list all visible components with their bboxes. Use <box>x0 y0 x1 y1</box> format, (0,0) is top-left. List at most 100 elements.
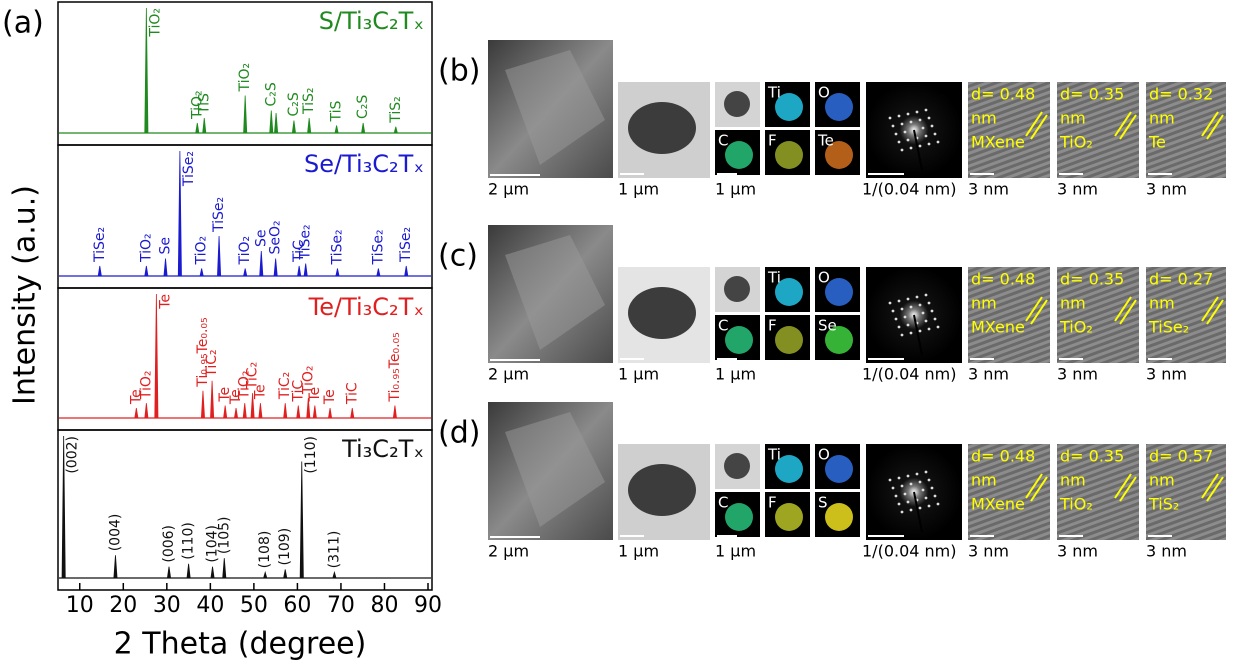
peak-label: TiSe₂ <box>211 197 227 233</box>
peak-label: TiSe₂ <box>298 224 314 260</box>
peak-label: Te <box>252 384 268 400</box>
saed-spot <box>892 125 895 128</box>
peak <box>313 406 316 418</box>
peak-label: TiO₂ <box>237 236 253 266</box>
element-label: Ti <box>767 84 781 102</box>
element-label: Se <box>818 317 837 335</box>
phase-label: TiO₂ <box>1059 495 1093 514</box>
saed-spot <box>898 300 901 303</box>
element-label: S <box>818 494 828 512</box>
element-label: O <box>818 446 830 464</box>
saed-spot <box>907 113 910 116</box>
peak <box>377 269 380 277</box>
tem-flake <box>628 287 696 339</box>
peak-label: (109) <box>277 528 293 566</box>
scale-bar-label: 3 nm <box>1057 180 1098 199</box>
saed-spot <box>904 493 907 496</box>
phase-label: Te <box>1148 133 1166 152</box>
peak-label: TiO₂ <box>194 236 210 266</box>
scale-bar-label: 3 nm <box>1146 365 1187 384</box>
peak <box>274 259 277 277</box>
peak <box>145 266 148 276</box>
saed-spot <box>910 332 913 335</box>
peak-label: TiSe₂ <box>398 227 414 263</box>
peak <box>217 236 220 276</box>
saed-spot <box>892 487 895 490</box>
d-spacing: d= 0.27 <box>1149 270 1213 289</box>
saed-spot <box>910 306 913 309</box>
peak <box>243 403 246 418</box>
peak <box>260 251 263 276</box>
tem-flake <box>628 102 696 154</box>
d-unit: nm <box>1149 471 1175 490</box>
saed-spot <box>928 505 931 508</box>
saed-spot <box>910 147 913 150</box>
saed-spot <box>928 302 931 305</box>
saed-spot <box>901 308 904 311</box>
phase-label: MXene <box>971 495 1025 514</box>
peak-label: C₂S <box>355 95 371 119</box>
phase-label: TiO₂ <box>1059 133 1093 152</box>
saed-spot <box>895 495 898 498</box>
series-name: Te/Ti₃C₂Tₓ <box>308 293 424 321</box>
map-signal <box>775 503 803 531</box>
scale-bar-label: 1/(0.04 nm) <box>862 542 957 561</box>
peak-label: Se <box>158 237 174 255</box>
series-name: Se/Ti₃C₂Tₓ <box>304 150 424 178</box>
saed-spot <box>916 473 919 476</box>
element-label: Ti <box>767 269 781 287</box>
saed-spot <box>901 511 904 514</box>
peak <box>308 118 311 133</box>
x-tick-label: 90 <box>414 593 442 618</box>
saed-spot <box>901 149 904 152</box>
peak-label: TiSe₂ <box>329 229 345 265</box>
scale-bar-label: 1 µm <box>618 180 659 199</box>
map-signal <box>725 503 753 531</box>
saed-spot <box>901 123 904 126</box>
saed-spot <box>925 320 928 323</box>
element-label: Ti <box>767 446 781 464</box>
peak <box>328 408 331 418</box>
peak <box>270 111 273 134</box>
peak <box>200 269 203 277</box>
saed-spot <box>907 298 910 301</box>
scale-bar-label: 3 nm <box>1146 542 1187 561</box>
scale-bar-label: 1 µm <box>618 365 659 384</box>
peak <box>234 408 237 418</box>
peak-label: SeO₂ <box>268 220 284 254</box>
d-unit: nm <box>1149 294 1175 313</box>
peak <box>335 126 338 134</box>
element-label: C <box>718 132 728 150</box>
peak-label: TiC <box>344 382 360 405</box>
saed-spot <box>901 485 904 488</box>
page: { "chart_data": { "type": "spectrum", "p… <box>0 0 1247 666</box>
saed-spot <box>898 477 901 480</box>
y-axis-title: Intensity (a.u.) <box>8 185 43 405</box>
peak-label: TiS₂ <box>301 87 317 115</box>
saed-spot <box>898 141 901 144</box>
scale-bar-label: 1/(0.04 nm) <box>862 180 957 199</box>
saed-spot <box>895 318 898 321</box>
saed-spot <box>907 475 910 478</box>
peak-label: TiO₂ <box>138 370 154 400</box>
peak-label: (110) <box>303 436 319 474</box>
scale-bar-label: 1 µm <box>618 542 659 561</box>
saed-spot <box>922 127 925 130</box>
peak <box>224 406 227 418</box>
phase-label: MXene <box>971 318 1025 337</box>
element-label: O <box>818 269 830 287</box>
x-tick-label: 40 <box>196 593 224 618</box>
d-spacing: d= 0.57 <box>1149 447 1213 466</box>
x-tick-label: 30 <box>153 593 181 618</box>
peak <box>304 264 307 277</box>
saed-spot <box>889 302 892 305</box>
saed-spot <box>934 495 937 498</box>
x-tick-label: 80 <box>370 593 398 618</box>
x-axis-title: 2 Theta (degree) <box>114 627 367 662</box>
peak <box>98 266 101 276</box>
peak <box>203 118 206 133</box>
peak-label: Te <box>157 294 173 310</box>
saed-spot <box>937 141 940 144</box>
peak-label: TiC₂ <box>204 349 220 377</box>
saed-spot <box>910 483 913 486</box>
